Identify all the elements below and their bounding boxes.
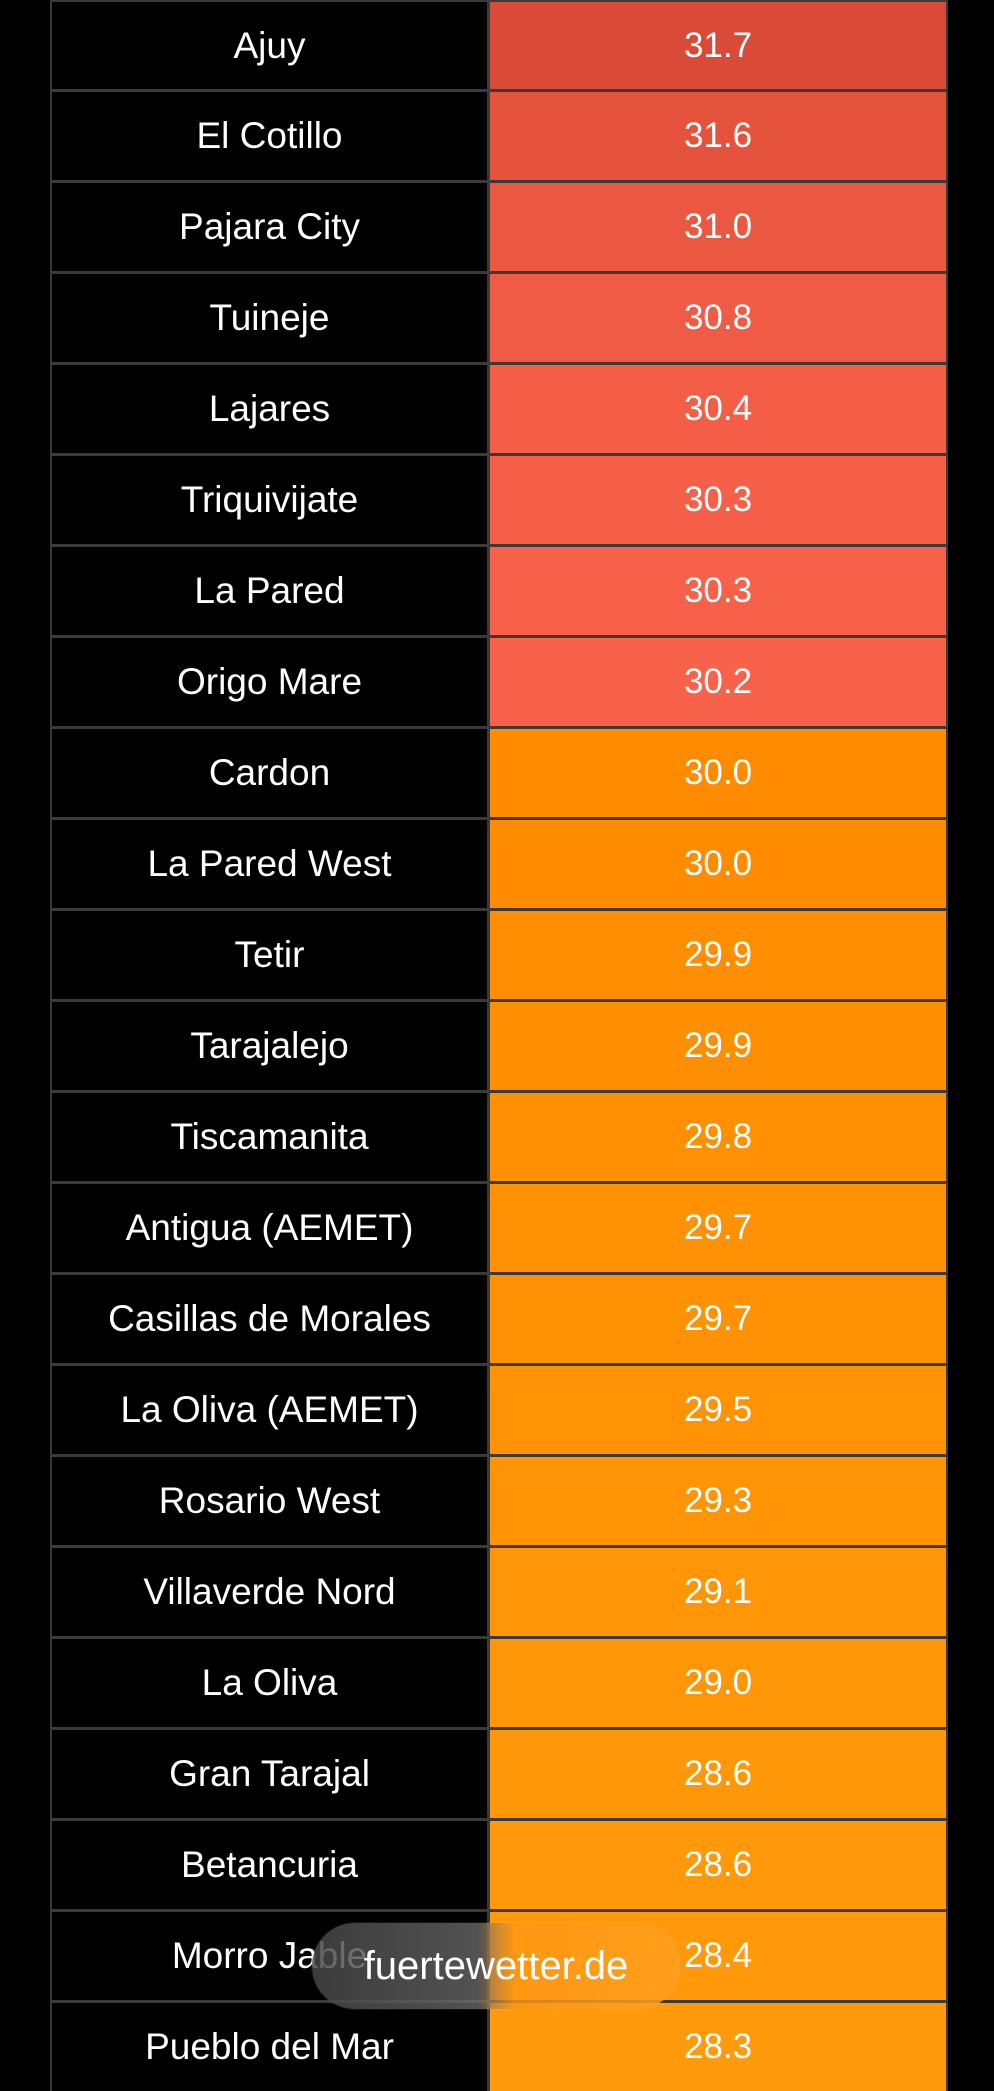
table-row: La Oliva (AEMET) 29.5 xyxy=(52,1363,946,1454)
temperature-value-cell: 28.6 xyxy=(490,1821,946,1909)
table-row: La Oliva 29.0 xyxy=(52,1636,946,1727)
station-name-cell: La Pared West xyxy=(52,820,490,908)
station-name-cell: El Cotillo xyxy=(52,92,490,180)
station-name-cell: Villaverde Nord xyxy=(52,1548,490,1636)
table-row: Casillas de Morales 29.7 xyxy=(52,1272,946,1363)
station-name-cell: Rosario West xyxy=(52,1457,490,1545)
temperature-value-cell: 30.0 xyxy=(490,820,946,908)
table-row: Gran Tarajal 28.6 xyxy=(52,1727,946,1818)
station-name-cell: La Pared xyxy=(52,547,490,635)
station-name-cell: Betancuria xyxy=(52,1821,490,1909)
temperature-value-cell: 29.8 xyxy=(490,1093,946,1181)
station-name-cell: Tuineje xyxy=(52,274,490,362)
temperature-value-cell: 28.3 xyxy=(490,2003,946,2091)
station-name-cell: Ajuy xyxy=(52,2,490,89)
table-row: Tetir 29.9 xyxy=(52,908,946,999)
temperature-value-cell: 29.0 xyxy=(490,1639,946,1727)
temperature-value-cell: 30.3 xyxy=(490,547,946,635)
watermark-text: fuertewetter.de xyxy=(363,1943,629,1988)
temperature-value-cell: 31.6 xyxy=(490,92,946,180)
table-row: Betancuria 28.6 xyxy=(52,1818,946,1909)
table-row: Villaverde Nord 29.1 xyxy=(52,1545,946,1636)
temperature-value-cell: 30.8 xyxy=(490,274,946,362)
station-name-cell: Tiscamanita xyxy=(52,1093,490,1181)
station-name-cell: Lajares xyxy=(52,365,490,453)
station-name-cell: Casillas de Morales xyxy=(52,1275,490,1363)
table-row: Ajuy 31.7 xyxy=(52,0,946,89)
temperature-value-cell: 29.5 xyxy=(490,1366,946,1454)
table-row: Pueblo del Mar 28.3 xyxy=(52,2000,946,2091)
table-row: Antigua (AEMET) 29.7 xyxy=(52,1181,946,1272)
table-row: Tarajalejo 29.9 xyxy=(52,999,946,1090)
table-row: Triquivijate 30.3 xyxy=(52,453,946,544)
station-name-cell: Pueblo del Mar xyxy=(52,2003,490,2091)
station-name-cell: Antigua (AEMET) xyxy=(52,1184,490,1272)
temperature-value-cell: 30.3 xyxy=(490,456,946,544)
station-name-cell: La Oliva xyxy=(52,1639,490,1727)
temperature-value-cell: 30.4 xyxy=(490,365,946,453)
temperature-value-cell: 29.3 xyxy=(490,1457,946,1545)
temperature-value-cell: 29.1 xyxy=(490,1548,946,1636)
temperature-value-cell: 29.7 xyxy=(490,1184,946,1272)
table-row: El Cotillo 31.6 xyxy=(52,89,946,180)
temperature-value-cell: 30.0 xyxy=(490,729,946,817)
table-row: Pajara City 31.0 xyxy=(52,180,946,271)
station-name-cell: Tetir xyxy=(52,911,490,999)
temperature-value-cell: 31.0 xyxy=(490,183,946,271)
temperature-value-cell: 28.6 xyxy=(490,1730,946,1818)
table-row: Cardon 30.0 xyxy=(52,726,946,817)
station-name-cell: La Oliva (AEMET) xyxy=(52,1366,490,1454)
station-name-cell: Origo Mare xyxy=(52,638,490,726)
table-row: Origo Mare 30.2 xyxy=(52,635,946,726)
temperature-value-cell: 30.2 xyxy=(490,638,946,726)
table-row: Tuineje 30.8 xyxy=(52,271,946,362)
table-row: La Pared 30.3 xyxy=(52,544,946,635)
temperature-value-cell: 29.7 xyxy=(490,1275,946,1363)
station-name-cell: Triquivijate xyxy=(52,456,490,544)
station-name-cell: Tarajalejo xyxy=(52,1002,490,1090)
watermark-badge: fuertewetter.de xyxy=(312,1923,680,2009)
table-row: Tiscamanita 29.8 xyxy=(52,1090,946,1181)
temperature-value-cell: 29.9 xyxy=(490,911,946,999)
table-row: La Pared West 30.0 xyxy=(52,817,946,908)
station-name-cell: Cardon xyxy=(52,729,490,817)
station-name-cell: Gran Tarajal xyxy=(52,1730,490,1818)
temperature-value-cell: 31.7 xyxy=(490,2,946,89)
table-row: Rosario West 29.3 xyxy=(52,1454,946,1545)
station-name-cell: Pajara City xyxy=(52,183,490,271)
temperature-table: Ajuy 31.7 El Cotillo 31.6 Pajara City 31.0 Tui… xyxy=(50,0,948,2091)
temperature-value-cell: 29.9 xyxy=(490,1002,946,1090)
table-row: Lajares 30.4 xyxy=(52,362,946,453)
